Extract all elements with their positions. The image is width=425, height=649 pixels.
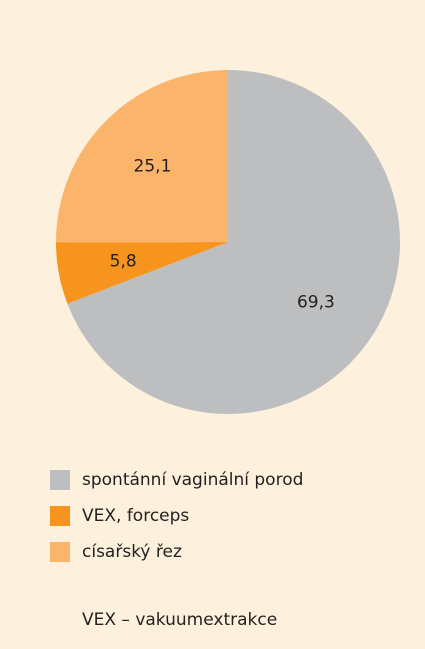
data-label: 69,3 (297, 292, 335, 312)
legend-swatch (50, 542, 70, 562)
legend-label: císařský řez (82, 542, 182, 562)
data-label: 5,8 (110, 252, 137, 272)
legend-swatch (50, 506, 70, 526)
pie-slice (56, 242, 228, 304)
data-label: 25,1 (134, 157, 172, 177)
legend-swatch (50, 470, 70, 490)
pie-slice (56, 70, 229, 243)
legend-label: spontánní vaginální porod (82, 470, 303, 490)
pie-slice (67, 70, 401, 414)
legend-label: VEX, forceps (82, 506, 189, 526)
note: VEX – vakuumextrakce (82, 610, 277, 630)
